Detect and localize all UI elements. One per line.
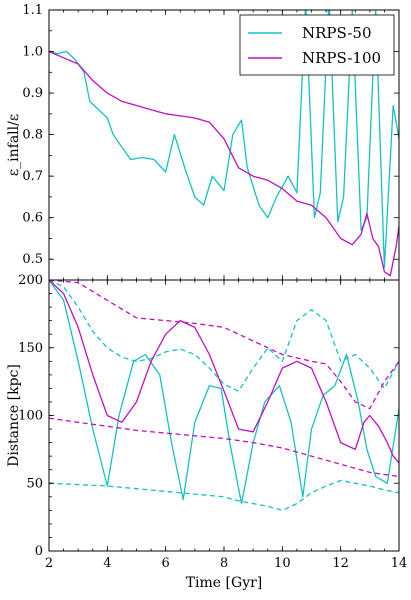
bottom-panel: 0 50 100 150 200 2 4 6 8 10 12 14 Distance [kpc] Time… <box>6 273 407 591</box>
xtick-label-bottom: 2 <box>45 556 53 571</box>
ytick-label-top: 0.8 <box>22 128 43 143</box>
ytick-label-top: 0.6 <box>22 211 43 226</box>
ytick-label-top: 0.9 <box>22 86 43 101</box>
top-panel: 0.5 0.6 0.7 0.8 0.9 1.0 1.1 ε_infall/ε <box>6 3 400 281</box>
ytick-label-bottom: 100 <box>18 409 43 424</box>
xtick-label-bottom: 8 <box>220 556 228 571</box>
axes-frame-bottom <box>48 279 400 552</box>
ytick-label-top: 0.7 <box>22 169 43 184</box>
xlabel-bottom: Time [Gyr] <box>186 575 263 591</box>
legend-label: NRPS-50 <box>302 24 372 42</box>
ytick-label-bottom: 0 <box>35 544 43 559</box>
ytick-label-bottom: 50 <box>26 476 43 491</box>
ylabel-bottom: Distance [kpc] <box>6 364 22 467</box>
series-line-bottom-5 <box>49 417 399 478</box>
series-line-bottom-2 <box>49 479 399 512</box>
xtick-label-bottom: 4 <box>103 556 111 571</box>
ytick-label-top: 1.0 <box>22 45 43 60</box>
legend-label: NRPS-100 <box>302 49 381 67</box>
series-line-bottom-1 <box>49 280 399 392</box>
legend-box <box>239 14 395 76</box>
xtick-label-bottom: 10 <box>274 556 291 571</box>
series-line-bottom-4 <box>49 280 399 410</box>
series-line-top-1 <box>49 50 399 277</box>
xtick-label-bottom: 14 <box>391 556 408 571</box>
ytick-label-top: 0.5 <box>22 252 43 267</box>
series-line-bottom-3 <box>49 280 399 464</box>
xtick-label-bottom: 6 <box>162 556 170 571</box>
series-line-top-0 <box>49 10 399 269</box>
ytick-label-bottom: 200 <box>18 273 43 288</box>
ytick-label-top: 1.1 <box>22 3 43 18</box>
legend: NRPS-50 NRPS-100 <box>239 14 395 76</box>
xtick-label-bottom: 12 <box>332 556 349 571</box>
ytick-label-bottom: 150 <box>18 341 43 356</box>
ylabel-top: ε_infall/ε <box>6 114 22 176</box>
